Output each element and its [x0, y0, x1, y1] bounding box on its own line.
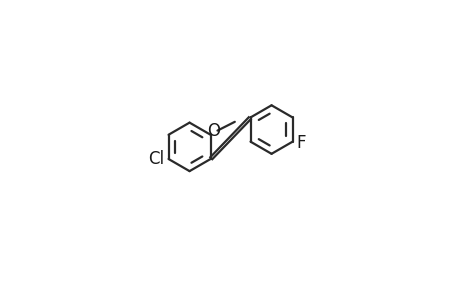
Text: F: F	[296, 134, 306, 152]
Text: O: O	[207, 122, 219, 140]
Text: Cl: Cl	[148, 150, 164, 168]
